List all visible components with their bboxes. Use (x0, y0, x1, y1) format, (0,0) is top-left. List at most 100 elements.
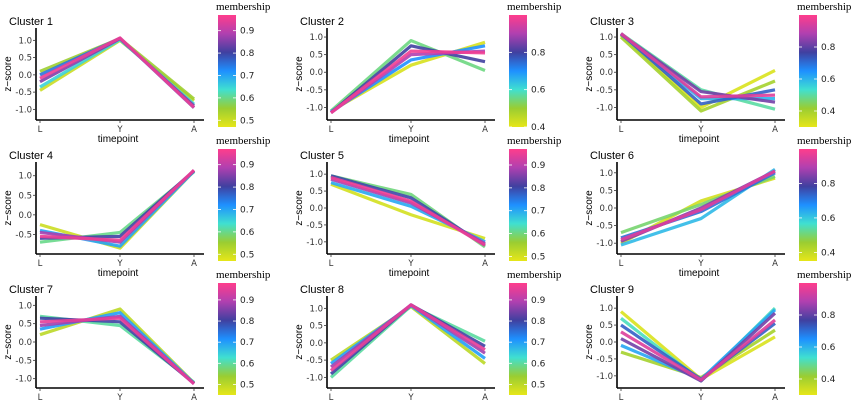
legend-tick-label: 0.8 (240, 183, 255, 193)
y-tick-label: 0.5 (599, 321, 613, 331)
x-tick-label: L (329, 393, 334, 401)
series-line-2 (619, 35, 776, 113)
legend-colorbar (799, 15, 817, 127)
y-tick-label: 0.5 (18, 191, 32, 201)
y-tick-label: 0.5 (18, 320, 32, 330)
x-tick-label: Y (116, 393, 123, 401)
x-tick-label: L (38, 125, 43, 135)
legend-tick-label: 0.8 (531, 317, 546, 327)
y-tick-label: -1.0 (306, 238, 323, 248)
y-tick-label: 0.0 (309, 204, 323, 214)
y-axis-label: z−score (3, 190, 14, 226)
x-axis-label: timepoint (389, 134, 430, 145)
legend-title: membership (507, 135, 562, 147)
x-tick-label: A (482, 259, 488, 269)
x-axis-label: timepoint (679, 134, 720, 145)
x-tick-label: Y (407, 259, 414, 269)
y-tick-label: 1.0 (599, 169, 613, 179)
legend-title: membership (216, 1, 271, 13)
y-tick-label: -1.0 (15, 105, 32, 115)
legend-tick-label: 0.8 (821, 311, 836, 321)
legend-tick-label: 0.5 (531, 252, 545, 262)
y-axis-label: z−score (294, 56, 305, 92)
legend-tick-label: 0.7 (240, 338, 254, 348)
y-tick-label: 0.0 (18, 338, 32, 348)
legend-title: membership (797, 1, 852, 13)
x-tick-label: A (772, 125, 778, 135)
y-axis-label: z−score (3, 56, 14, 92)
y-tick-label: 0.0 (599, 338, 613, 348)
x-tick-label: A (482, 393, 488, 401)
y-tick-label: -0.5 (596, 355, 613, 365)
legend-tick-label: 0.5 (240, 380, 254, 390)
y-tick-label: 0.0 (18, 211, 32, 221)
panel-title: Cluster 3 (590, 16, 634, 28)
x-tick-label: A (772, 393, 778, 401)
y-tick-label: -0.5 (15, 88, 32, 98)
x-axis-label: timepoint (389, 268, 430, 279)
x-tick-label: L (329, 125, 334, 135)
x-tick-label: Y (697, 125, 704, 135)
y-tick-label: -1.0 (596, 372, 613, 382)
legend-tick-label: 0.9 (531, 296, 546, 306)
legend-title: membership (507, 269, 562, 281)
y-axis-label: z−score (294, 324, 305, 360)
panel-title: Cluster 4 (9, 150, 53, 162)
legend-colorbar (218, 15, 236, 127)
y-axis-label: z−score (3, 324, 14, 360)
y-tick-label: -0.5 (596, 86, 613, 96)
y-tick-label: 0.5 (309, 51, 323, 61)
x-tick-label: L (619, 393, 624, 401)
y-tick-label: -0.5 (306, 356, 323, 366)
legend-tick-label: 0.5 (531, 380, 545, 390)
y-tick-label: 1.0 (18, 36, 32, 46)
panel-title: Cluster 1 (9, 16, 53, 28)
y-tick-label: 1.0 (309, 33, 323, 43)
x-axis-label: timepoint (98, 134, 139, 145)
legend-title: membership (216, 135, 271, 147)
series-line-6 (330, 176, 486, 247)
x-tick-label: L (619, 125, 624, 135)
legend-tick-label: 0.7 (240, 71, 254, 81)
y-axis-label: z−score (584, 56, 595, 92)
y-tick-label: -1.0 (596, 239, 613, 249)
legend-tick-label: 0.4 (821, 375, 836, 385)
y-tick-label: 0.0 (599, 204, 613, 214)
legend-tick-label: 0.6 (531, 359, 546, 369)
y-tick-label: -1.0 (15, 375, 32, 385)
legend-tick-label: 0.8 (240, 49, 255, 59)
legend-tick-label: 0.8 (531, 184, 546, 194)
y-tick-label: 0.0 (309, 68, 323, 78)
legend-tick-label: 0.6 (531, 86, 546, 96)
legend-tick-label: 0.4 (821, 248, 836, 258)
legend-colorbar (799, 283, 817, 395)
y-tick-label: -0.5 (15, 230, 32, 240)
legend-title: membership (507, 1, 562, 13)
x-tick-label: A (191, 259, 197, 269)
series-line-6 (39, 316, 196, 385)
x-axis-label: timepoint (98, 268, 139, 279)
y-tick-label: 1.0 (18, 301, 32, 311)
y-tick-label: 1.0 (309, 170, 323, 180)
legend-tick-label: 0.6 (821, 214, 836, 224)
y-tick-label: -1.0 (306, 103, 323, 113)
x-tick-label: A (191, 393, 197, 401)
legend-tick-label: 0.7 (240, 205, 254, 215)
y-tick-label: 0.0 (599, 68, 613, 78)
legend-title: membership (216, 269, 271, 281)
series-line-2 (329, 38, 486, 113)
series-line-6 (39, 36, 196, 109)
x-tick-label: A (482, 125, 488, 135)
legend-colorbar (509, 149, 527, 261)
y-tick-label: 0.5 (599, 186, 613, 196)
x-tick-label: Y (407, 125, 414, 135)
x-tick-label: L (38, 393, 43, 401)
legend-tick-label: 0.8 (240, 317, 255, 327)
series-line-6 (329, 303, 486, 372)
